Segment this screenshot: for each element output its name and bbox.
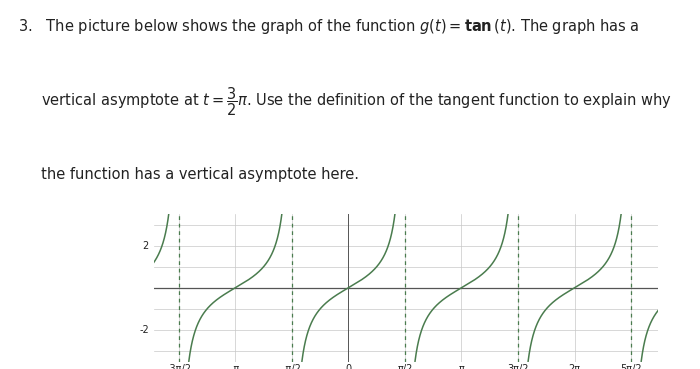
- Text: 3.   The picture below shows the graph of the function $g(t) = \mathbf{tan}\,(t): 3. The picture below shows the graph of …: [18, 17, 639, 36]
- Text: vertical asymptote at $t = \dfrac{3}{2}\pi$. Use the definition of the tangent f: vertical asymptote at $t = \dfrac{3}{2}\…: [18, 86, 671, 118]
- Text: -2: -2: [139, 325, 149, 335]
- Text: 2: 2: [143, 241, 149, 251]
- Text: the function has a vertical asymptote here.: the function has a vertical asymptote he…: [18, 167, 358, 182]
